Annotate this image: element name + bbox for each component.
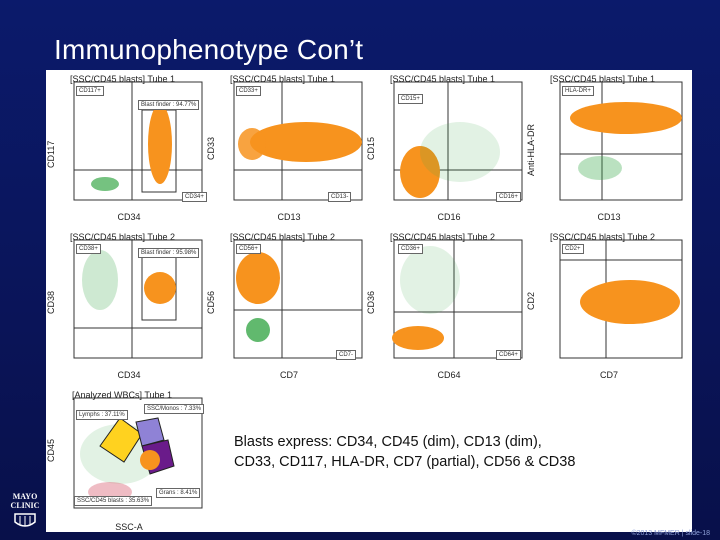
x-axis-label: CD16 bbox=[437, 212, 461, 222]
gate-label: SSC/CD45 blasts : 35.63% bbox=[74, 496, 153, 506]
gate-label: Lymphs : 37.11% bbox=[76, 410, 128, 420]
gate-label: CD7- bbox=[336, 350, 357, 360]
x-axis-label: CD7 bbox=[279, 370, 298, 380]
negative-population bbox=[91, 177, 119, 191]
gate-label: CD38+ bbox=[76, 244, 101, 254]
negative-population bbox=[246, 318, 270, 342]
blast-population bbox=[250, 122, 362, 162]
dot-plot-canvas bbox=[233, 239, 363, 359]
figure-panel: [SSC/CD45 blasts] Tube 1 CD117 CD34 CD11… bbox=[46, 70, 692, 532]
gate-label: CD34+ bbox=[182, 192, 207, 202]
mono-gate bbox=[135, 417, 165, 447]
flow-plot-cd56-cd7: [SSC/CD45 blasts] Tube 2 CD56 CD7 CD56+ … bbox=[206, 230, 368, 382]
logo-text-2: CLINIC bbox=[10, 501, 40, 510]
y-axis-label: Anti-HLA-DR bbox=[526, 123, 536, 176]
y-axis-label: CD45 bbox=[46, 438, 56, 462]
gate-label: CD36+ bbox=[398, 244, 423, 254]
scattered-events bbox=[420, 122, 500, 182]
plot-header: [Analyzed WBCs] Tube 1 bbox=[72, 390, 173, 400]
logo-text-1: MAYO bbox=[12, 492, 38, 501]
caption: Blasts express: CD34, CD45 (dim), CD13 (… bbox=[234, 432, 674, 472]
caption-line-2: CD33, CD117, HLA-DR, CD7 (partial), CD56… bbox=[234, 454, 576, 470]
gate-label: Blast finder : 94.77% bbox=[138, 100, 200, 110]
flow-plot-cd33-cd13: [SSC/CD45 blasts] Tube 1 CD33 CD13 CD33+… bbox=[206, 72, 368, 224]
scattered-events bbox=[400, 246, 460, 314]
y-axis-label: CD15 bbox=[366, 136, 376, 160]
x-axis-label: CD34 bbox=[117, 370, 141, 380]
gate-label: CD2+ bbox=[562, 244, 584, 254]
gate-label: HLA-DR+ bbox=[562, 86, 594, 96]
flow-plot-cd117-cd34: [SSC/CD45 blasts] Tube 1 CD117 CD34 CD11… bbox=[46, 72, 208, 224]
caption-line-1: Blasts express: CD34, CD45 (dim), CD13 (… bbox=[234, 434, 542, 450]
negative-population bbox=[578, 156, 622, 180]
blast-population bbox=[238, 128, 266, 160]
x-axis-label: CD13 bbox=[597, 212, 621, 222]
x-axis-label: SSC-A bbox=[115, 522, 143, 532]
blast-population bbox=[140, 450, 160, 470]
gate-label: SSC/Monos : 7.33% bbox=[144, 404, 205, 414]
blast-population bbox=[400, 146, 440, 198]
blast-population bbox=[580, 280, 680, 324]
flow-plot-cd38-cd34: [SSC/CD45 blasts] Tube 2 CD38 CD34 CD38+… bbox=[46, 230, 208, 382]
plot-header: [SSC/CD45 blasts] Tube 1 bbox=[550, 74, 656, 84]
plot-header: [SSC/CD45 blasts] Tube 1 bbox=[230, 74, 336, 84]
gate-label: CD33+ bbox=[236, 86, 261, 96]
blast-population bbox=[236, 252, 280, 304]
plot-header: [SSC/CD45 blasts] Tube 1 bbox=[390, 74, 496, 84]
dot-plot-canvas bbox=[73, 239, 203, 359]
blast-population bbox=[148, 104, 172, 184]
gate-label: CD117+ bbox=[76, 86, 104, 96]
plot-header: [SSC/CD45 blasts] Tube 2 bbox=[230, 232, 336, 242]
y-axis-label: CD36 bbox=[366, 290, 376, 314]
x-axis-label: CD13 bbox=[277, 212, 301, 222]
flow-plot-cd36-cd64: [SSC/CD45 blasts] Tube 2 CD36 CD64 CD36+… bbox=[366, 230, 528, 382]
x-axis-label: CD34 bbox=[117, 212, 141, 222]
mayo-clinic-logo: MAYO CLINIC bbox=[6, 492, 44, 530]
flow-plot-cd15-cd16: [SSC/CD45 blasts] Tube 1 CD15 CD16 CD15+… bbox=[366, 72, 528, 224]
flow-plot-hladr-cd13: [SSC/CD45 blasts] Tube 1 Anti-HLA-DR CD1… bbox=[526, 72, 688, 224]
flow-plot-cd45-ssc: [Analyzed WBCs] Tube 1 CD45 SSC-A Lymphs… bbox=[46, 388, 208, 540]
plot-header: [SSC/CD45 blasts] Tube 2 bbox=[390, 232, 496, 242]
dot-plot-canvas bbox=[559, 81, 683, 201]
blast-population bbox=[570, 102, 682, 134]
blast-population bbox=[144, 272, 176, 304]
y-axis-label: CD33 bbox=[206, 136, 216, 160]
dot-plot-canvas bbox=[233, 81, 363, 201]
plot-header: [SSC/CD45 blasts] Tube 2 bbox=[70, 232, 176, 242]
slide-title: Immunophenotype Con’t bbox=[54, 34, 364, 65]
plot-header: [SSC/CD45 blasts] Tube 2 bbox=[550, 232, 656, 242]
scattered-events bbox=[82, 250, 118, 310]
gate-label: CD13- bbox=[328, 192, 352, 202]
gate-label: CD56+ bbox=[236, 244, 261, 254]
gate-label: CD64+ bbox=[496, 350, 521, 360]
dot-plot-canvas bbox=[392, 239, 523, 359]
dot-plot-canvas bbox=[73, 81, 203, 201]
plot-header: [SSC/CD45 blasts] Tube 1 bbox=[70, 74, 176, 84]
blast-population bbox=[392, 326, 444, 350]
slide-footer: ©2013 MFMER | slide-18 bbox=[631, 530, 710, 537]
x-axis-label: CD64 bbox=[437, 370, 461, 380]
y-axis-label: CD38 bbox=[46, 290, 56, 314]
gate-label: Grans : 8.41% bbox=[156, 488, 201, 498]
y-axis-label: CD2 bbox=[526, 291, 536, 310]
gate-label: Blast finder : 95.98% bbox=[138, 248, 200, 258]
gate-label: CD15+ bbox=[398, 94, 423, 104]
dot-plot-canvas bbox=[559, 239, 683, 359]
y-axis-label: CD56 bbox=[206, 290, 216, 314]
y-axis-label: CD117 bbox=[46, 140, 56, 168]
shield-icon bbox=[14, 513, 36, 527]
gate-label: CD16+ bbox=[496, 192, 521, 202]
x-axis-label: CD7 bbox=[599, 370, 618, 380]
flow-plot-cd2-cd7: [SSC/CD45 blasts] Tube 2 CD2 CD7 CD2+ bbox=[526, 230, 688, 382]
